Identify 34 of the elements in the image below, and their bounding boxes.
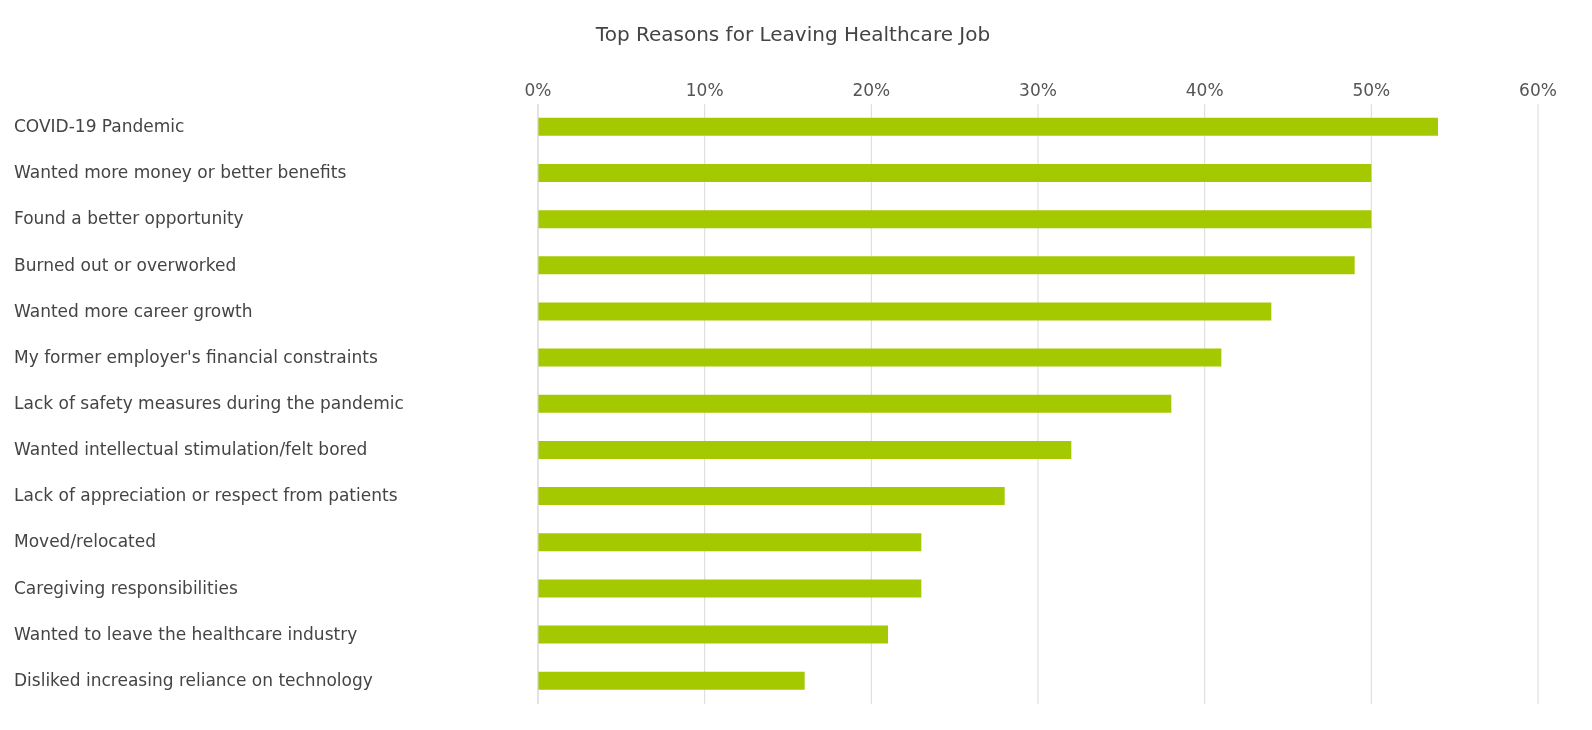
y-tick-label: Disliked increasing reliance on technology — [14, 669, 373, 690]
bar — [538, 533, 922, 552]
y-tick-label: Wanted to leave the healthcare industry — [14, 623, 358, 644]
y-tick-label: My former employer's financial constraints — [14, 346, 378, 367]
bar — [538, 394, 1172, 413]
bar — [538, 164, 1372, 182]
y-tick-label: Wanted more career growth — [14, 300, 253, 321]
bar — [538, 440, 1072, 459]
y-tick-label: COVID-19 Pandemic — [14, 116, 185, 137]
x-tick-label: 10% — [685, 80, 724, 100]
bar — [538, 117, 1438, 136]
y-tick-label: Burned out or overworked — [14, 254, 237, 275]
y-tick-label: Lack of appreciation or respect from patients — [14, 485, 398, 506]
bar — [538, 348, 1222, 367]
bar — [538, 625, 888, 644]
x-tick-label: 20% — [852, 80, 891, 100]
chart-title: Top Reasons for Leaving Healthcare Job — [594, 21, 992, 48]
bar — [538, 256, 1355, 275]
bar — [538, 302, 1272, 321]
y-tick-label: Found a better opportunity — [14, 208, 244, 229]
y-tick-label: Lack of safety measures during the pandemic — [14, 393, 404, 413]
x-tick-label: 30% — [1019, 80, 1057, 100]
x-tick-label: 0% — [524, 80, 552, 100]
x-tick-label: 40% — [1185, 80, 1224, 100]
x-tick-label: 60% — [1519, 80, 1557, 100]
y-tick-label: Moved/relocated — [14, 531, 156, 552]
y-tick-label: Wanted intellectual stimulation/felt bored — [14, 439, 368, 460]
bar — [538, 671, 805, 690]
bar — [538, 579, 922, 598]
y-tick-label: Wanted more money or better benefits — [14, 162, 347, 183]
bar — [538, 210, 1372, 229]
y-tick-label: Caregiving responsibilities — [14, 577, 238, 598]
x-tick-label: 50% — [1352, 80, 1391, 100]
bar — [538, 487, 1005, 506]
